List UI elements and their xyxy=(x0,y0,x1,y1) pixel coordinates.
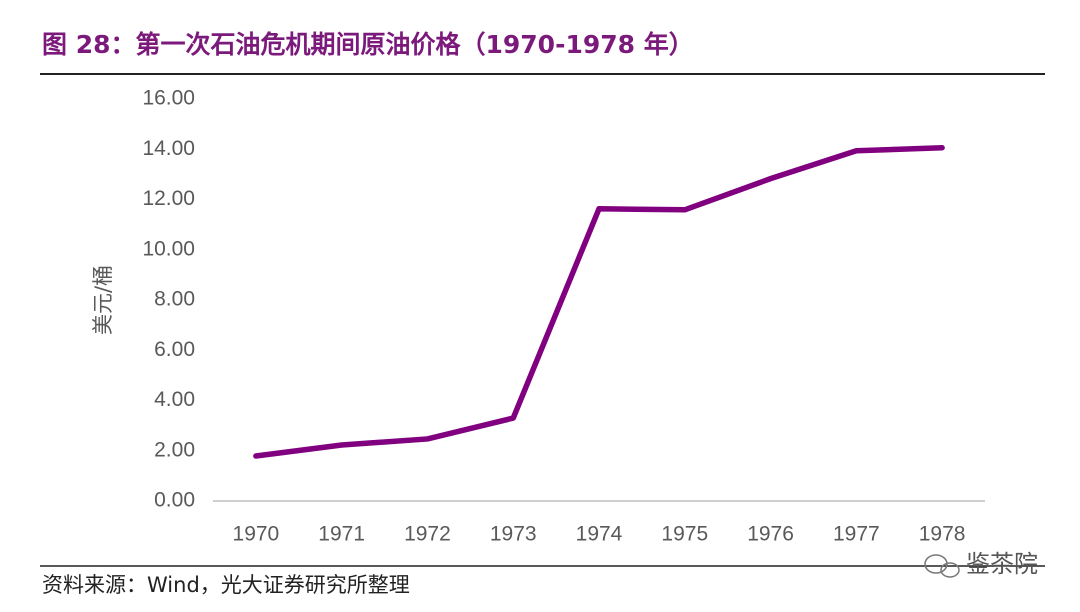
x-tick-label: 1972 xyxy=(404,523,451,546)
x-tick-label: 1976 xyxy=(747,523,794,546)
x-tick-label: 1970 xyxy=(233,523,280,546)
x-tick-label: 1974 xyxy=(576,523,623,546)
chart-title: 图 28：第一次石油危机期间原油价格（1970-1978 年） xyxy=(42,30,694,59)
y-tick-label: 16.00 xyxy=(142,87,195,110)
y-tick-label: 8.00 xyxy=(154,288,195,311)
y-tick-label: 12.00 xyxy=(142,187,195,210)
x-tick-label: 1977 xyxy=(833,523,880,546)
source-note: 资料来源：Wind，光大证券研究所整理 xyxy=(42,573,410,597)
data-line xyxy=(253,144,945,459)
y-tick-label: 6.00 xyxy=(154,338,195,361)
x-tick-label: 1973 xyxy=(490,523,537,546)
x-tick-label: 1975 xyxy=(661,523,708,546)
watermark-icon xyxy=(924,554,960,578)
x-tick-label: 1978 xyxy=(919,523,966,546)
y-axis-label: 美元/桶 xyxy=(91,265,115,335)
y-tick-label: 14.00 xyxy=(142,137,195,160)
y-tick-label: 0.00 xyxy=(154,489,195,512)
watermark: 鉴茶院 xyxy=(966,550,1038,578)
y-tick-label: 4.00 xyxy=(154,388,195,411)
y-tick-label: 10.00 xyxy=(142,237,195,260)
x-tick-label: 1971 xyxy=(318,523,365,546)
y-tick-label: 2.00 xyxy=(154,438,195,461)
